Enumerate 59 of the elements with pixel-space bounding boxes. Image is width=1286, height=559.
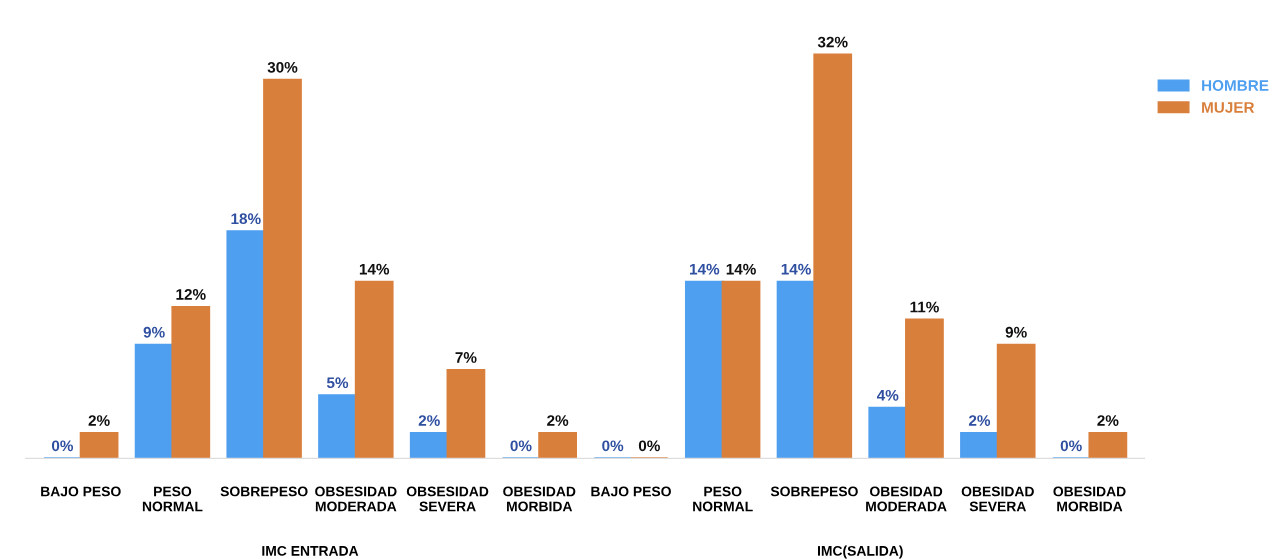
bar [263,78,302,459]
data-label: 2% [968,415,991,426]
x-tick-label: PESO NORMAL [693,486,753,512]
bar [226,230,266,459]
data-label: 14% [690,263,720,275]
data-label: 9% [143,326,165,338]
data-label: 32% [817,36,848,48]
data-label: 14% [726,263,756,275]
data-label: 0% [510,440,532,452]
bar [318,394,357,459]
bar [134,343,174,459]
x-tick-label: OBESIDAD MORBIDA [503,486,576,512]
bar [721,280,761,459]
bar [684,280,724,459]
data-label: 4% [876,389,899,401]
x-tick-label: BAJO PESO [591,486,671,497]
bar [996,343,1036,459]
x-tick-label: OBESIDAD SEVERA [961,486,1034,512]
legend-label: MUJER [1202,102,1255,113]
text: IMC ENTRADA [262,545,359,556]
bar [868,406,908,459]
data-label: 2% [88,415,110,426]
data-label: 14% [359,263,390,275]
bar [354,280,394,459]
text: IMC(SALIDA) [817,545,903,559]
data-label: 0% [51,440,74,452]
bar [813,53,853,459]
legend-label: HOMBRE [1202,80,1269,91]
bar [776,280,816,459]
bar [960,432,999,459]
bar [905,318,944,459]
x-tick-label: OBSESIDAD MODERADA [315,486,397,512]
x-tick-label: PESO NORMAL [142,486,203,512]
data-label: 0% [638,440,660,452]
bar [171,305,211,459]
bar [79,432,119,459]
data-label: 0% [1060,440,1082,452]
data-label: 18% [231,213,261,225]
bar [1088,432,1128,459]
bar [446,369,486,459]
data-label: 2% [418,415,440,426]
bar [409,432,449,459]
x-tick-label: SOBREPESO [770,486,858,497]
data-label: 0% [602,440,624,452]
x-tick-label: OBESIDAD MORBIDA [1053,486,1126,512]
data-label: 7% [455,352,477,363]
data-label: 14% [781,263,811,275]
data-label: 11% [910,301,939,313]
data-label: 5% [326,377,349,389]
bar [538,432,577,459]
x-tick-label: SOBREPESO [220,486,308,497]
data-label: 12% [176,288,206,300]
data-label: 9% [1005,326,1027,338]
x-tick-label: BAJO PESO [41,486,121,497]
data-label: 2% [547,415,569,426]
data-label: 30% [267,61,298,73]
data-label: 2% [1097,415,1119,426]
x-tick-label: OBSESIDAD SEVERA [406,486,489,512]
x-tick-label: OBESIDAD MODERADA [866,486,947,512]
